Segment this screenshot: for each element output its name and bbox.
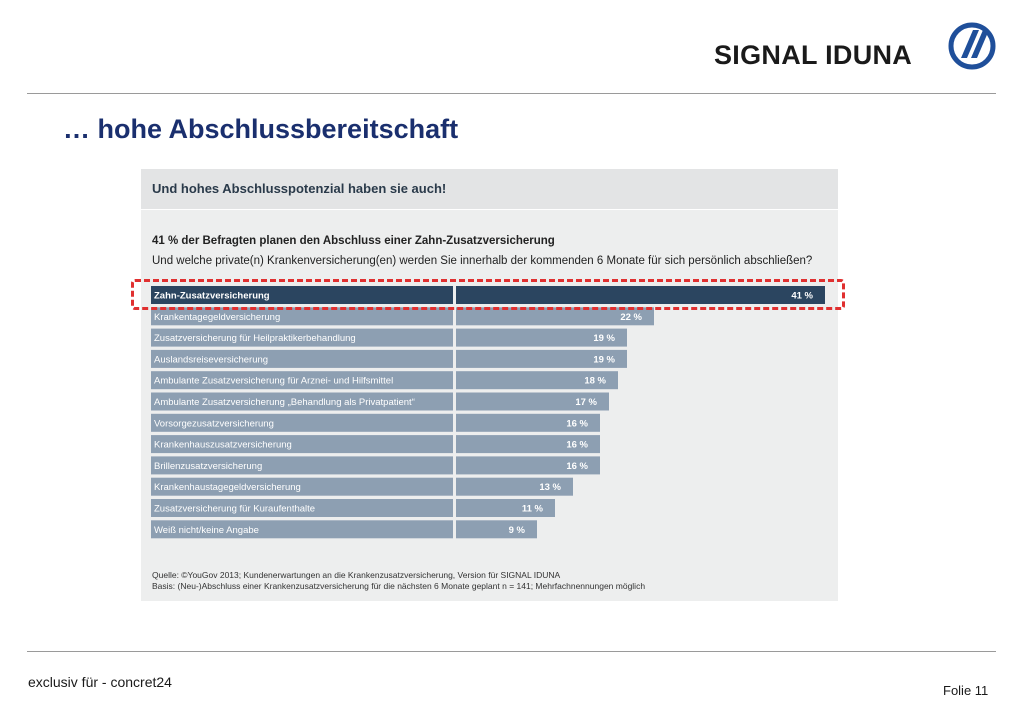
category-label: Krankenhaustagegeldversicherung xyxy=(154,482,301,493)
category-label: Krankenhauszusatzversicherung xyxy=(154,440,292,451)
category-label: Zusatzversicherung für Kuraufenthalte xyxy=(154,504,315,515)
category-label: Weiß nicht/keine Angabe xyxy=(154,525,259,536)
bar xyxy=(456,435,600,454)
bar xyxy=(456,520,537,539)
signal-iduna-logo-icon xyxy=(948,22,996,70)
panel-title: Und hohes Abschlusspotenzial haben sie a… xyxy=(152,181,447,196)
category-label-box xyxy=(151,435,453,454)
bar xyxy=(456,307,654,326)
slide-number: Folie 11 xyxy=(943,683,989,698)
question-subtitle: Und welche private(n) Krankenversicherun… xyxy=(152,255,813,267)
highlight-frame xyxy=(131,279,845,310)
bar xyxy=(456,477,573,496)
category-label-box xyxy=(151,392,453,411)
source-line-2: Basis: (Neu-)Abschluss einer Krankenzusa… xyxy=(152,581,646,591)
header-divider xyxy=(27,93,996,94)
category-label: Ambulante Zusatzversicherung für Arznei-… xyxy=(154,376,393,387)
bar xyxy=(456,349,627,368)
bar xyxy=(456,413,600,432)
category-label: Brillenzusatzversicherung xyxy=(154,461,262,472)
category-label-box xyxy=(151,456,453,475)
category-label: Ambulante Zusatzversicherung „Behandlung… xyxy=(154,397,415,408)
data-label: 16 % xyxy=(566,461,588,472)
category-label-box xyxy=(151,413,453,432)
bar-chart: Zahn-Zusatzversicherung 41 % Krankentagege… xyxy=(151,286,825,539)
bar xyxy=(456,371,618,390)
survey-panel: Und hohes Abschlusspotenzial haben sie a… xyxy=(141,169,838,601)
data-label: 13 % xyxy=(539,482,561,493)
bar xyxy=(456,499,555,517)
category-label-box xyxy=(151,349,453,368)
footer-client: exclusiv für - concret24 xyxy=(28,674,172,690)
data-label: 11 % xyxy=(522,504,544,515)
data-label: 41 % xyxy=(791,291,813,302)
category-label: Zahn-Zusatzversicherung xyxy=(154,291,270,302)
data-label: 19 % xyxy=(593,354,615,365)
bar xyxy=(456,392,609,411)
category-label-box xyxy=(151,286,453,304)
data-label: 16 % xyxy=(566,418,588,429)
bar xyxy=(456,456,600,475)
category-label-box xyxy=(151,328,453,347)
brand-name: SIGNAL IDUNA xyxy=(714,40,913,70)
category-label-box xyxy=(151,307,453,326)
bar xyxy=(456,286,825,304)
category-label: Zusatzversicherung für Heilpraktikerbeha… xyxy=(154,333,356,344)
category-label-box xyxy=(151,371,453,390)
source-line-1: Quelle: ©YouGov 2013; Kundenerwartungen … xyxy=(152,570,561,580)
data-label: 16 % xyxy=(566,440,588,451)
category-label: Auslandsreiseversicherung xyxy=(154,354,268,365)
question-title: 41 % der Befragten planen den Abschluss … xyxy=(152,235,555,247)
data-label: 22 % xyxy=(620,312,642,323)
bar xyxy=(456,328,627,347)
data-label: 19 % xyxy=(593,333,615,344)
category-label: Krankentagegeldversicherung xyxy=(154,312,280,323)
slide-title: … hohe Abschlussbereitschaft xyxy=(63,114,459,144)
data-label: 18 % xyxy=(584,376,606,387)
category-label-box xyxy=(151,520,453,539)
category-label: Vorsorgezusatzversicherung xyxy=(154,418,274,429)
data-label: 17 % xyxy=(575,397,597,408)
footer-divider xyxy=(27,651,996,652)
data-label: 9 % xyxy=(509,525,526,536)
category-label-box xyxy=(151,499,453,517)
category-label-box xyxy=(151,477,453,496)
panel-header: Und hohes Abschlusspotenzial haben sie a… xyxy=(141,169,838,210)
